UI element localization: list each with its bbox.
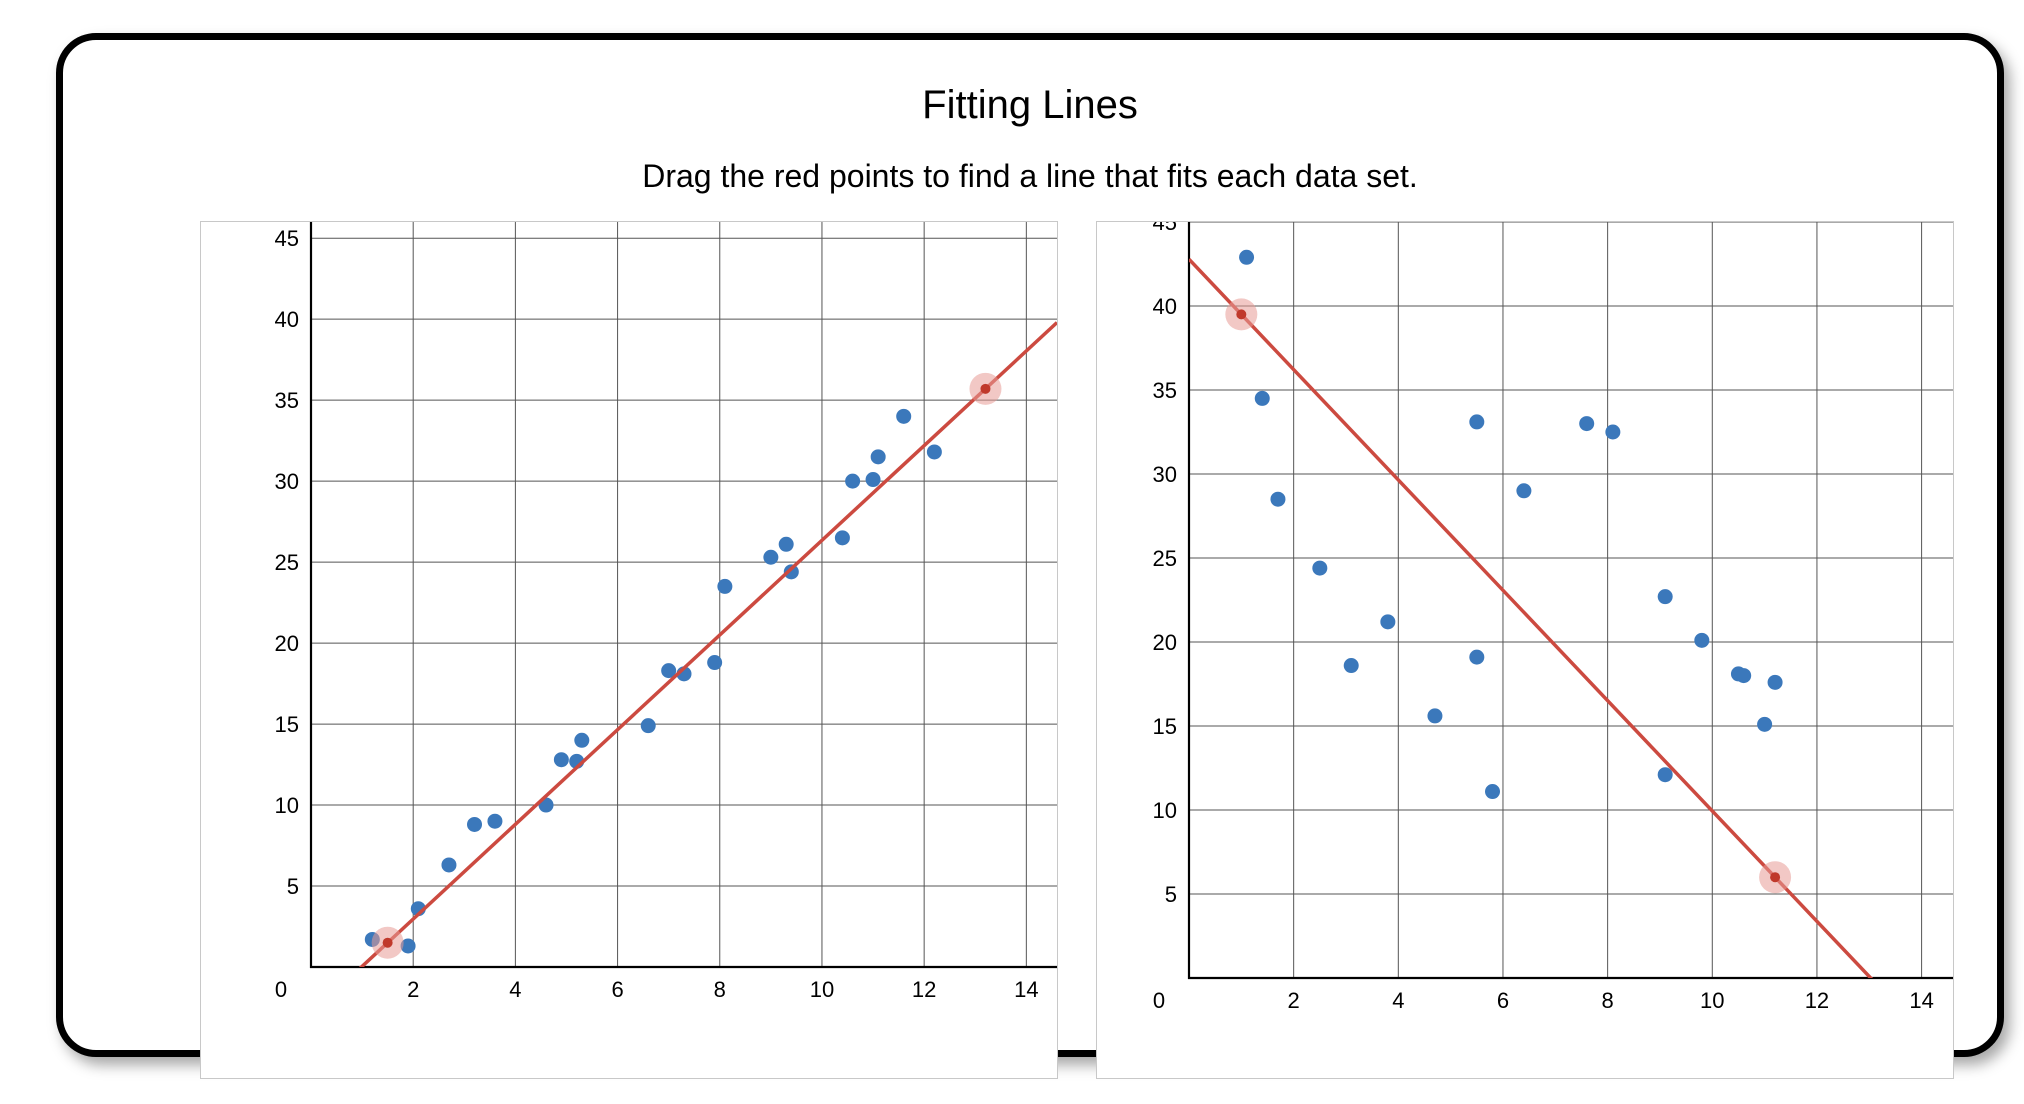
- y-tick-label: 15: [1153, 714, 1177, 739]
- data-point: [1254, 390, 1270, 406]
- y-tick-label: 10: [275, 793, 299, 818]
- origin-label: 0: [275, 977, 287, 1002]
- data-point: [1657, 589, 1673, 605]
- data-point: [1469, 414, 1485, 430]
- drag-handle-1[interactable]: [1225, 298, 1258, 331]
- x-tick-label: 6: [611, 977, 623, 1002]
- data-point: [834, 530, 850, 546]
- data-point: [1579, 416, 1595, 432]
- drag-handle-dot[interactable]: [980, 383, 991, 394]
- y-tick-label: 45: [275, 226, 299, 251]
- x-tick-label: 12: [912, 977, 936, 1002]
- gridlines: [1189, 222, 1953, 978]
- x-tick-label: 2: [407, 977, 419, 1002]
- y-tick-label: 20: [275, 631, 299, 656]
- data-point: [707, 655, 723, 671]
- drag-handle-dot[interactable]: [382, 937, 393, 948]
- data-point: [1380, 614, 1396, 630]
- data-point: [1312, 560, 1328, 576]
- origin-label: 0: [1153, 988, 1165, 1013]
- data-point: [640, 718, 656, 734]
- x-tick-label: 8: [1602, 988, 1614, 1013]
- scatter-chart-linear: 2 4 6 8 10 12 14 5 10 15 20 25 30 35 40 45 0: [275, 222, 1057, 1002]
- data-points: [364, 408, 942, 954]
- drag-handle-1[interactable]: [371, 926, 404, 959]
- x-tick-label: 10: [810, 977, 834, 1002]
- chart-panel-linear: 2 4 6 8 10 12 14 5 10 15 20 25 30 35 40 45 0: [200, 221, 1058, 1079]
- data-point: [1469, 649, 1485, 665]
- data-point: [1736, 668, 1752, 684]
- y-tick-label: 30: [1153, 462, 1177, 487]
- drag-handle-2[interactable]: [969, 372, 1002, 405]
- x-tick-label: 6: [1497, 988, 1509, 1013]
- fit-line: [358, 321, 1057, 967]
- fit-line: [1189, 258, 1874, 978]
- data-point: [553, 752, 569, 768]
- data-point: [1239, 249, 1255, 265]
- x-tick-label: 12: [1805, 988, 1829, 1013]
- data-point: [441, 857, 457, 873]
- x-tick-label: 8: [714, 977, 726, 1002]
- y-tick-label: 35: [275, 388, 299, 413]
- gridlines: [311, 222, 1057, 967]
- data-point: [1694, 632, 1710, 648]
- data-point: [783, 564, 799, 580]
- y-tick-label: 15: [275, 712, 299, 737]
- data-point: [1657, 767, 1673, 783]
- page-title: Fitting Lines: [922, 83, 1138, 127]
- data-point: [574, 732, 590, 748]
- scatter-chart-scattered: 2 4 6 8 10 12 14 5 10 15 20 25 30 35 40 45 0: [1153, 222, 1953, 1013]
- data-point: [1270, 491, 1286, 507]
- x-tick-label: 14: [1014, 977, 1038, 1002]
- data-point: [896, 408, 912, 424]
- drag-handle-2[interactable]: [1759, 861, 1792, 894]
- data-points: [1239, 249, 1783, 800]
- data-point: [870, 449, 886, 465]
- data-point: [926, 444, 942, 460]
- x-tick-label: 10: [1700, 988, 1724, 1013]
- data-point: [845, 473, 861, 489]
- x-tick-label: 4: [509, 977, 521, 1002]
- data-point: [1757, 716, 1773, 732]
- data-point: [1605, 424, 1621, 440]
- data-point: [1343, 658, 1359, 674]
- data-point: [1485, 784, 1501, 800]
- data-point: [763, 549, 779, 565]
- x-tick-label: 2: [1288, 988, 1300, 1013]
- x-tick-label: 4: [1392, 988, 1404, 1013]
- y-tick-label: 5: [287, 874, 299, 899]
- page-subtitle: Drag the red points to find a line that …: [642, 158, 1418, 194]
- data-point: [487, 813, 503, 829]
- y-tick-label: 40: [275, 307, 299, 332]
- app-frame: Fitting Lines Drag the red points to fin…: [56, 33, 2004, 1079]
- y-tick-label: 40: [1153, 294, 1177, 319]
- y-tick-label: 10: [1153, 798, 1177, 823]
- data-point: [467, 816, 483, 832]
- data-point: [1516, 483, 1532, 499]
- data-point: [778, 536, 794, 552]
- y-tick-label: 20: [1153, 630, 1177, 655]
- y-tick-label: 25: [275, 550, 299, 575]
- data-point: [717, 578, 733, 594]
- y-tick-label: 5: [1165, 882, 1177, 907]
- data-point: [1767, 674, 1783, 690]
- y-tick-label: 30: [275, 469, 299, 494]
- y-tick-label: 35: [1153, 378, 1177, 403]
- drag-handle-dot[interactable]: [1770, 872, 1781, 883]
- y-tick-label: 25: [1153, 546, 1177, 571]
- chart-panel-scattered: 2 4 6 8 10 12 14 5 10 15 20 25 30 35 40 45 0: [1096, 221, 1954, 1079]
- data-point: [400, 938, 416, 954]
- x-tick-label: 14: [1909, 988, 1933, 1013]
- data-point: [865, 472, 881, 488]
- data-point: [1427, 708, 1443, 724]
- data-point: [661, 663, 677, 679]
- drag-handle-dot[interactable]: [1236, 309, 1247, 320]
- y-tick-label: 45: [1153, 222, 1177, 235]
